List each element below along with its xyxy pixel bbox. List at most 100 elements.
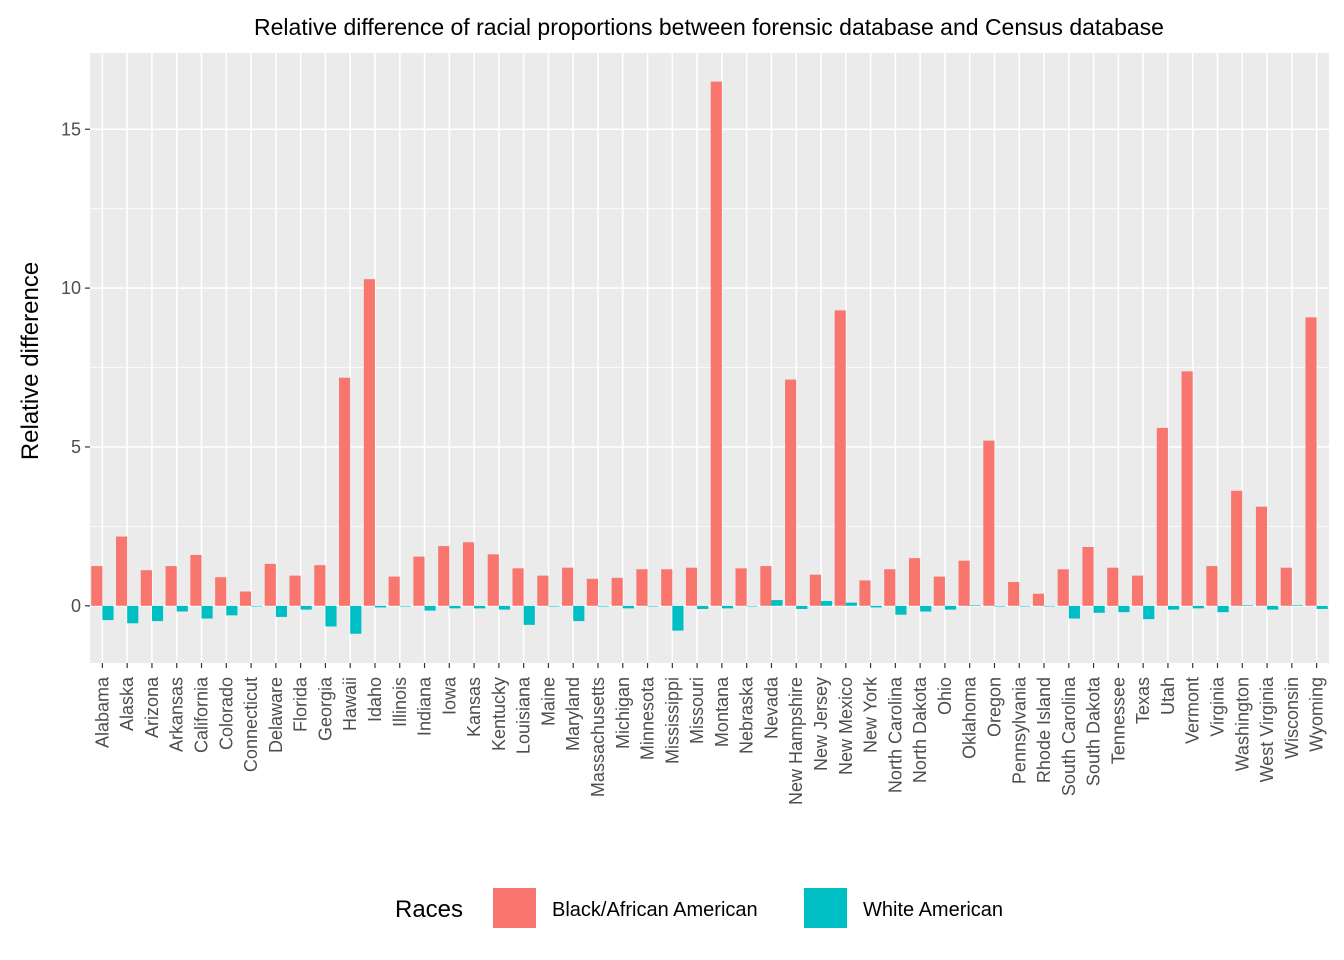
bar-black-african-american-colorado [215, 577, 227, 606]
bar-white-american-ohio [944, 605, 957, 610]
x-tick-label-mississippi: Mississippi [662, 677, 682, 764]
x-tick-label-new-york: New York [861, 676, 881, 753]
x-tick-label-rhode-island: Rhode Island [1034, 677, 1054, 783]
x-tick-label-south-carolina: South Carolina [1059, 676, 1079, 796]
x-tick-label-hawaii: Hawaii [340, 677, 360, 731]
bar-white-american-kansas [474, 605, 486, 609]
x-tick-label-new-mexico: New Mexico [836, 677, 856, 775]
bar-black-african-american-new-jersey [809, 574, 822, 606]
bar-black-african-american-iowa [438, 546, 450, 606]
bar-black-african-american-arkansas [165, 566, 177, 606]
legend-label-black-african-american: Black/African American [552, 899, 758, 921]
bar-black-african-american-texas [1131, 575, 1144, 606]
bar-white-american-pennsylvania [1019, 605, 1031, 607]
bar-black-african-american-nevada [760, 566, 772, 606]
bar-black-african-american-mississippi [661, 569, 673, 606]
x-tick-label-nebraska: Nebraska [737, 676, 757, 754]
bar-white-american-massachusetts [597, 605, 610, 607]
bar-black-african-american-michigan [611, 577, 623, 606]
bar-black-african-american-arizona [140, 570, 152, 606]
bars [91, 81, 1328, 634]
x-tick-label-maryland: Maryland [563, 677, 583, 751]
y-tick-label: 5 [71, 437, 81, 457]
bar-white-american-wisconsin [1291, 605, 1303, 606]
bar-black-african-american-kansas [462, 542, 475, 606]
bar-white-american-minnesota [647, 605, 659, 607]
bar-black-african-american-connecticut [239, 591, 252, 606]
x-tick-label-alabama: Alabama [92, 676, 112, 748]
bar-black-african-american-missouri [685, 567, 698, 606]
x-tick-label-new-hampshire: New Hampshire [786, 677, 806, 805]
bar-white-american-colorado [226, 605, 238, 616]
x-tick-label-minnesota: Minnesota [638, 676, 658, 760]
bar-white-american-arizona [151, 605, 164, 622]
x-tick-label-texas: Texas [1133, 677, 1153, 724]
bar-white-american-washington [1242, 605, 1254, 606]
x-tick-label-west-virginia: West Virginia [1257, 676, 1277, 782]
x-tick-label-north-carolina: North Carolina [885, 676, 905, 793]
bar-black-african-american-new-mexico [834, 310, 846, 606]
bar-white-american-new-york [870, 605, 882, 608]
bar-black-african-american-wyoming [1305, 317, 1317, 606]
x-tick-label-north-dakota: North Dakota [910, 676, 930, 783]
bar-white-american-oklahoma [969, 605, 981, 606]
x-tick-label-georgia: Georgia [315, 676, 335, 741]
bar-white-american-maine [548, 605, 560, 607]
bar-white-american-maryland [573, 605, 585, 622]
bar-white-american-north-carolina [895, 605, 907, 615]
x-tick-label-missouri: Missouri [687, 677, 707, 744]
bar-black-african-american-indiana [413, 556, 425, 606]
x-tick-label-alaska: Alaska [117, 676, 137, 731]
x-tick-label-pennsylvania: Pennsylvania [1009, 676, 1029, 784]
bar-black-african-american-vermont [1181, 371, 1193, 606]
bar-black-african-american-idaho [363, 279, 375, 606]
chart-title: Relative difference of racial proportion… [254, 14, 1164, 40]
bar-black-african-american-nebraska [735, 568, 747, 606]
bar-white-american-california [201, 605, 213, 619]
x-tick-label-oklahoma: Oklahoma [960, 676, 980, 759]
y-axis: 0 5 10 15 [61, 119, 90, 616]
bar-black-african-american-ohio [933, 576, 945, 606]
x-tick-label-indiana: Indiana [415, 676, 435, 736]
y-tick-label: 15 [61, 119, 81, 139]
bar-black-african-american-virginia [1206, 566, 1218, 606]
bar-white-american-new-mexico [845, 602, 857, 606]
bar-white-american-georgia [325, 605, 337, 627]
bar-black-african-american-alaska [116, 536, 128, 606]
x-tick-label-kansas: Kansas [464, 677, 484, 737]
bar-white-american-indiana [424, 605, 436, 611]
x-tick-label-oregon: Oregon [984, 677, 1004, 737]
bar-black-african-american-new-york [859, 580, 871, 606]
bar-white-american-idaho [374, 605, 387, 608]
bar-white-american-illinois [399, 605, 411, 607]
bar-black-african-american-south-carolina [1057, 569, 1069, 606]
bar-black-african-american-north-carolina [884, 569, 896, 606]
bar-black-african-american-delaware [264, 563, 276, 606]
x-tick-label-colorado: Colorado [216, 677, 236, 750]
x-tick-label-vermont: Vermont [1183, 677, 1203, 744]
x-tick-label-connecticut: Connecticut [241, 677, 261, 772]
bar-white-american-new-jersey [821, 601, 833, 606]
bar-white-american-nevada [771, 600, 783, 606]
x-tick-label-utah: Utah [1158, 677, 1178, 715]
x-tick-label-michigan: Michigan [613, 677, 633, 749]
bar-white-american-alaska [127, 605, 139, 624]
bar-black-african-american-florida [289, 575, 301, 606]
x-tick-label-south-dakota: South Dakota [1084, 676, 1104, 786]
x-tick-label-virginia: Virginia [1207, 676, 1227, 737]
bar-black-african-american-california [190, 554, 202, 606]
x-tick-label-wyoming: Wyoming [1307, 677, 1327, 752]
bar-black-african-american-louisiana [512, 568, 524, 606]
bar-white-american-south-carolina [1068, 605, 1080, 619]
legend-swatch-black-african-american [493, 888, 536, 928]
x-axis: Alabama Alaska Arizona Arkansas California Co… [92, 663, 1327, 805]
bar-black-african-american-utah [1156, 427, 1168, 606]
bar-black-african-american-north-dakota [908, 558, 921, 606]
x-tick-label-wisconsin: Wisconsin [1282, 677, 1302, 759]
bar-black-african-american-oklahoma [958, 560, 970, 606]
bar-white-american-tennessee [1118, 605, 1130, 613]
y-tick-label: 0 [71, 596, 81, 616]
y-tick-label: 10 [61, 278, 81, 298]
x-tick-label-tennessee: Tennessee [1108, 677, 1128, 764]
bar-black-african-american-kentucky [487, 554, 499, 606]
